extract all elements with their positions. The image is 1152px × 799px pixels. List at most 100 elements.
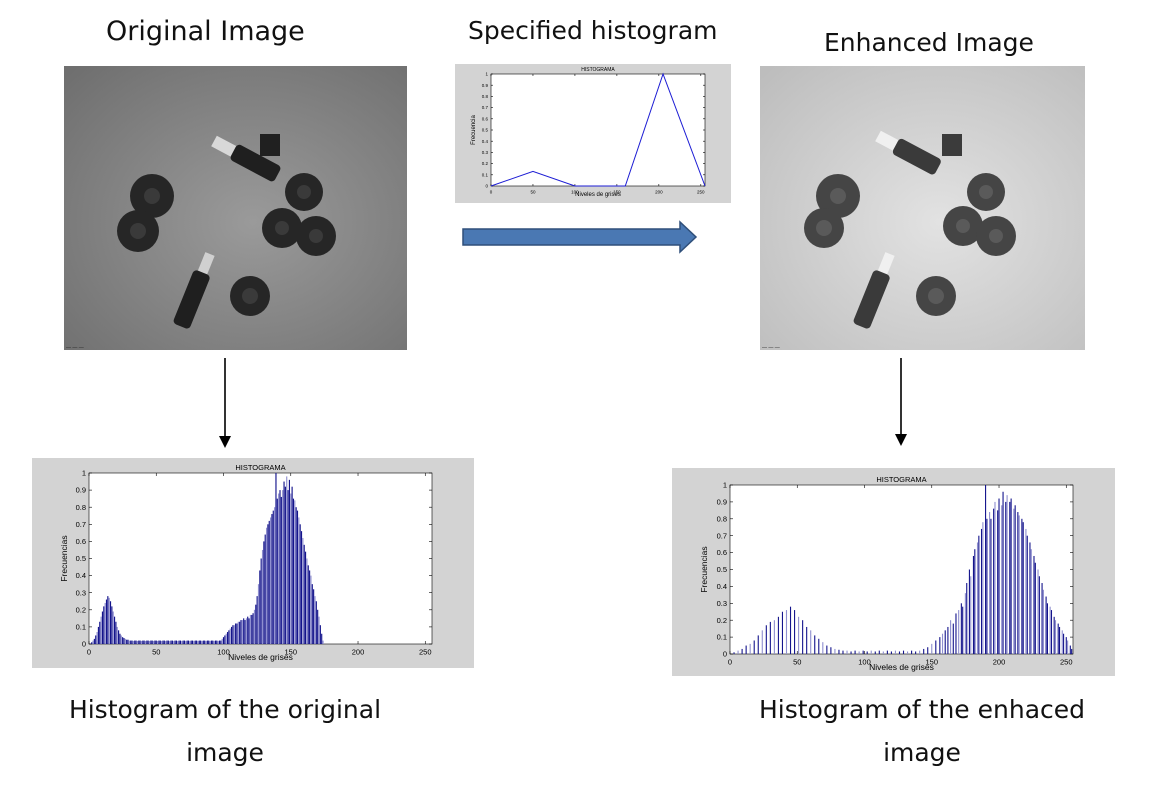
bar <box>874 651 876 654</box>
bar <box>235 623 237 644</box>
block-arrow <box>462 220 698 254</box>
bar <box>950 620 952 654</box>
bar <box>309 570 311 644</box>
bar <box>256 596 258 644</box>
bar <box>997 510 999 654</box>
bar <box>757 635 759 654</box>
bar <box>212 640 214 644</box>
x-tick-label: 100 <box>217 648 230 657</box>
bar <box>1069 645 1071 654</box>
bar <box>91 642 93 644</box>
bar <box>115 621 117 644</box>
bar <box>103 606 105 644</box>
bar <box>307 565 309 644</box>
bar <box>214 640 217 644</box>
bar <box>302 537 304 644</box>
x-tick-label: 100 <box>858 658 871 667</box>
y-tick-label: 0 <box>82 640 86 649</box>
bar <box>858 651 860 654</box>
y-axis-label: Frecuencia <box>471 115 477 145</box>
bar <box>142 640 144 644</box>
bar <box>749 643 751 654</box>
bar <box>261 549 264 644</box>
bar <box>1009 501 1011 654</box>
bar <box>162 640 164 644</box>
bar <box>870 650 872 654</box>
bar <box>850 651 852 654</box>
bar <box>974 549 976 654</box>
bar <box>173 640 175 644</box>
specified-histogram-title: Specified histogram <box>468 16 718 45</box>
bar <box>179 640 182 644</box>
bar <box>157 640 159 644</box>
bar <box>1058 626 1061 654</box>
bar <box>213 640 215 644</box>
bar <box>907 651 909 654</box>
bar <box>187 640 190 644</box>
bar <box>196 640 198 644</box>
bar <box>267 524 269 644</box>
bar <box>1041 583 1043 654</box>
x-axis-label: Niveles de grises <box>228 652 293 662</box>
bar <box>224 635 226 644</box>
bar <box>814 635 816 654</box>
bar <box>175 640 178 644</box>
bar <box>998 498 1000 654</box>
scale-text: — — — <box>762 345 780 350</box>
bar <box>183 640 186 644</box>
x-tick-label: 150 <box>613 190 621 195</box>
bar <box>268 520 270 644</box>
bar <box>1006 495 1008 654</box>
bar <box>287 490 289 644</box>
bar <box>244 620 246 644</box>
specified-histogram-chart: HISTOGRAMA Niveles de grises Frecuencia 0 50… <box>455 64 731 203</box>
y-tick-label: 0.4 <box>717 582 727 591</box>
bar <box>890 651 892 654</box>
bar <box>122 637 124 644</box>
bar <box>1002 491 1004 654</box>
bar <box>123 638 125 644</box>
x-tick-label: 250 <box>419 648 432 657</box>
bar <box>249 614 251 644</box>
bar <box>898 651 901 654</box>
bar <box>1014 505 1016 654</box>
down-arrow-left <box>219 358 231 448</box>
bar <box>304 551 307 644</box>
bar <box>314 596 316 644</box>
bar <box>105 599 108 644</box>
bar <box>222 637 225 644</box>
bar <box>960 603 962 654</box>
bar <box>919 650 921 654</box>
bar <box>1045 596 1047 654</box>
bar <box>192 640 194 644</box>
bar <box>275 473 277 644</box>
y-tick-label: 0.9 <box>482 83 489 88</box>
bar <box>229 628 231 644</box>
bar <box>798 616 800 654</box>
y-tick-label: 0 <box>485 184 488 189</box>
bar <box>139 640 141 644</box>
bar <box>299 524 301 644</box>
bar <box>131 640 133 644</box>
bar <box>237 621 239 644</box>
y-tick-label: 0.7 <box>717 531 727 540</box>
bar <box>947 626 949 654</box>
bar <box>1054 620 1057 654</box>
y-axis-label: Frecuencias <box>699 546 709 592</box>
bar <box>265 527 268 644</box>
bar <box>972 555 975 654</box>
specified-histogram-svg: HISTOGRAMA Niveles de grises Frecuencia 0 50… <box>471 67 706 198</box>
original-image-title: Original Image <box>106 16 305 47</box>
bar <box>278 493 280 644</box>
plot-area <box>88 472 433 645</box>
bar <box>810 630 812 654</box>
bar <box>878 650 880 654</box>
x-axis-label: Niveles de grises <box>869 662 934 672</box>
bar <box>321 633 323 644</box>
bar <box>1053 616 1055 654</box>
bar <box>866 651 868 654</box>
y-tick-label: 0.3 <box>482 150 489 155</box>
original-histogram-chart: HISTOGRAMA Niveles de grises Frecuencias 0 5… <box>32 458 474 668</box>
bar <box>154 640 156 644</box>
bar <box>260 558 262 644</box>
